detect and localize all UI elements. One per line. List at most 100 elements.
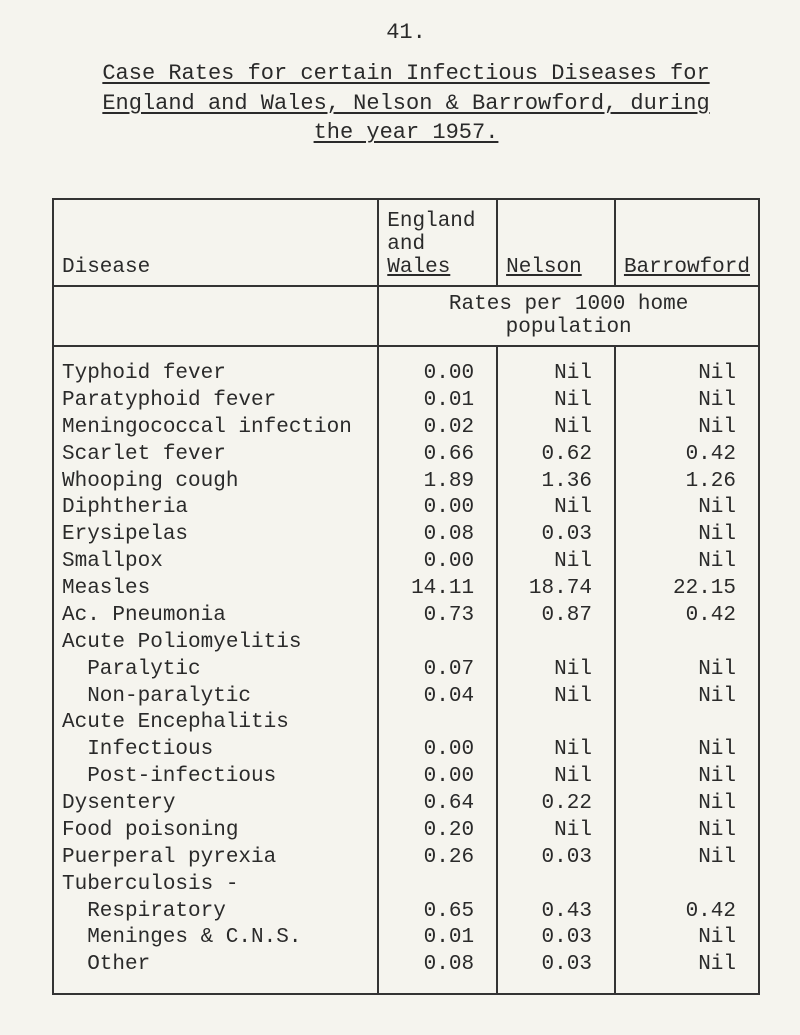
cell-nelson: 0.03 <box>497 952 615 994</box>
cell-nelson: 1.36 <box>497 469 615 496</box>
table-row: Tuberculosis - <box>53 872 759 899</box>
cell-nelson: 0.22 <box>497 791 615 818</box>
cell-nelson: Nil <box>497 657 615 684</box>
cell-barrowford: Nil <box>615 764 759 791</box>
cell-barrowford: Nil <box>615 415 759 442</box>
cell-england-wales: 0.01 <box>378 388 497 415</box>
cell-disease: Paralytic <box>53 657 378 684</box>
cell-nelson: 0.03 <box>497 522 615 549</box>
cell-barrowford: 0.42 <box>615 442 759 469</box>
header-barrowford: Barrowford <box>615 199 759 286</box>
table-row: Ac. Pneumonia0.730.870.42 <box>53 603 759 630</box>
cell-disease: Whooping cough <box>53 469 378 496</box>
cell-disease: Food poisoning <box>53 818 378 845</box>
cell-nelson: Nil <box>497 388 615 415</box>
page-number: 41. <box>52 20 760 45</box>
cell-nelson: 0.03 <box>497 845 615 872</box>
cell-disease: Typhoid fever <box>53 346 378 388</box>
cell-disease: Non-paralytic <box>53 684 378 711</box>
cell-disease: Paratyphoid fever <box>53 388 378 415</box>
document-page: 41. Case Rates for certain Infectious Di… <box>0 0 800 1035</box>
cell-disease: Dysentery <box>53 791 378 818</box>
cell-england-wales: 0.00 <box>378 495 497 522</box>
cell-barrowford: Nil <box>615 845 759 872</box>
cell-disease: Measles <box>53 576 378 603</box>
cell-barrowford: Nil <box>615 737 759 764</box>
cell-barrowford <box>615 710 759 737</box>
cell-england-wales: 0.02 <box>378 415 497 442</box>
cell-barrowford: 0.42 <box>615 899 759 926</box>
table-row: Acute Encephalitis <box>53 710 759 737</box>
table-row: Smallpox0.00NilNil <box>53 549 759 576</box>
cell-england-wales: 0.20 <box>378 818 497 845</box>
cell-nelson: Nil <box>497 549 615 576</box>
table-row: Whooping cough1.891.361.26 <box>53 469 759 496</box>
cell-barrowford: Nil <box>615 522 759 549</box>
cell-england-wales: 0.65 <box>378 899 497 926</box>
cell-barrowford: Nil <box>615 346 759 388</box>
cell-disease: Scarlet fever <box>53 442 378 469</box>
cell-barrowford: 0.42 <box>615 603 759 630</box>
cell-nelson: Nil <box>497 495 615 522</box>
cell-disease: Smallpox <box>53 549 378 576</box>
cell-nelson: Nil <box>497 415 615 442</box>
table-row: Paratyphoid fever0.01NilNil <box>53 388 759 415</box>
cell-england-wales: 0.04 <box>378 684 497 711</box>
cell-england-wales: 0.07 <box>378 657 497 684</box>
table-row: Scarlet fever0.660.620.42 <box>53 442 759 469</box>
cell-england-wales: 0.00 <box>378 737 497 764</box>
cell-nelson: Nil <box>497 764 615 791</box>
cell-barrowford: Nil <box>615 657 759 684</box>
cell-nelson: 18.74 <box>497 576 615 603</box>
cell-disease: Meningococcal infection <box>53 415 378 442</box>
cell-england-wales: 1.89 <box>378 469 497 496</box>
cell-barrowford: Nil <box>615 791 759 818</box>
table-row: Meningococcal infection0.02NilNil <box>53 415 759 442</box>
cell-nelson: 0.43 <box>497 899 615 926</box>
cell-disease: Ac. Pneumonia <box>53 603 378 630</box>
table-row: Acute Poliomyelitis <box>53 630 759 657</box>
cell-disease: Meninges & C.N.S. <box>53 925 378 952</box>
cell-nelson <box>497 630 615 657</box>
cell-disease: Post-infectious <box>53 764 378 791</box>
case-rates-table: Disease EnglandandWales Nelson Barrowfor… <box>52 198 760 995</box>
cell-nelson: 0.87 <box>497 603 615 630</box>
cell-barrowford: Nil <box>615 495 759 522</box>
header-england-wales: EnglandandWales <box>378 199 497 286</box>
cell-england-wales <box>378 710 497 737</box>
cell-disease: Erysipelas <box>53 522 378 549</box>
header-disease: Disease <box>53 199 378 286</box>
cell-disease: Acute Poliomyelitis <box>53 630 378 657</box>
title-block: Case Rates for certain Infectious Diseas… <box>52 59 760 148</box>
cell-disease: Respiratory <box>53 899 378 926</box>
header-blank <box>53 286 378 346</box>
table-row: Measles14.1118.7422.15 <box>53 576 759 603</box>
table-row: Puerperal pyrexia0.260.03Nil <box>53 845 759 872</box>
cell-barrowford: Nil <box>615 925 759 952</box>
cell-disease: Puerperal pyrexia <box>53 845 378 872</box>
cell-nelson: Nil <box>497 346 615 388</box>
table-row: Infectious0.00NilNil <box>53 737 759 764</box>
cell-nelson <box>497 710 615 737</box>
cell-barrowford: Nil <box>615 952 759 994</box>
cell-barrowford: 22.15 <box>615 576 759 603</box>
cell-england-wales: 0.00 <box>378 764 497 791</box>
cell-barrowford: Nil <box>615 549 759 576</box>
cell-england-wales: 0.00 <box>378 346 497 388</box>
table-row: Post-infectious0.00NilNil <box>53 764 759 791</box>
table-row: Respiratory0.650.430.42 <box>53 899 759 926</box>
table-row: Diphtheria0.00NilNil <box>53 495 759 522</box>
cell-england-wales: 0.01 <box>378 925 497 952</box>
cell-barrowford <box>615 630 759 657</box>
table-row: Other0.080.03Nil <box>53 952 759 994</box>
cell-barrowford <box>615 872 759 899</box>
cell-england-wales: 0.64 <box>378 791 497 818</box>
cell-england-wales: 0.00 <box>378 549 497 576</box>
cell-nelson: 0.62 <box>497 442 615 469</box>
cell-barrowford: Nil <box>615 684 759 711</box>
cell-barrowford: Nil <box>615 388 759 415</box>
cell-england-wales: 0.73 <box>378 603 497 630</box>
cell-nelson: Nil <box>497 818 615 845</box>
cell-disease: Infectious <box>53 737 378 764</box>
header-nelson: Nelson <box>497 199 615 286</box>
